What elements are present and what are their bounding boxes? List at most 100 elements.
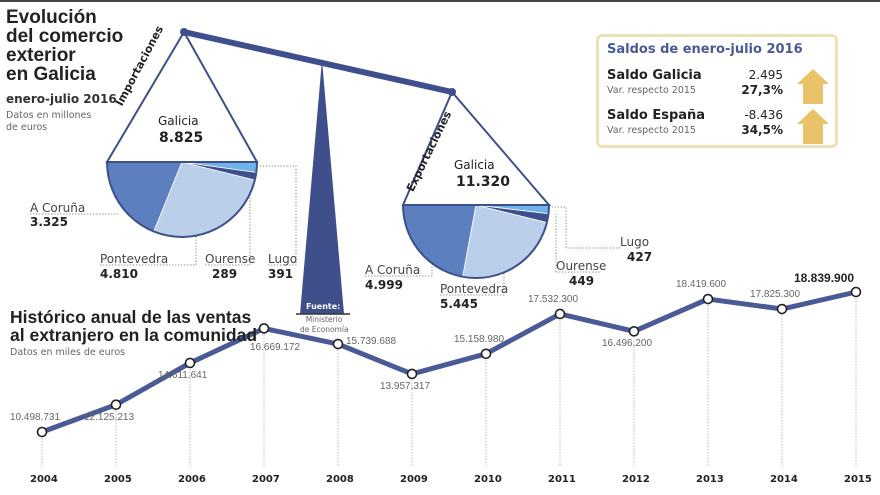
saldos-panel: Saldos de enero-julio 2016 Saldo Galicia… [596,34,838,148]
data-label: 17.825.300 [750,289,801,301]
data-label: 14.611.641 [158,369,208,381]
exports-pie-pivot [448,88,456,96]
line-chart-title: Histórico anual de las ventas al extranj… [10,308,257,344]
saldo-galicia-var-label: Var. respecto 2015 [607,85,696,96]
title-line: Histórico anual de las ventas [10,307,252,327]
x-tick-label: 2015 [844,474,872,485]
title-line: del comercio [6,26,124,47]
scale-pillar [300,60,344,314]
exports-ourense-value: 449 [569,274,595,288]
title-line: en Galicia [6,64,96,85]
data-point-2009 [406,368,418,380]
x-tick-label: 2012 [622,474,650,485]
exports-ourense-label: Ourense [556,259,607,273]
units-line: de euros [6,122,48,133]
units-line: Datos en millones [6,110,92,121]
x-tick-label: 2008 [326,474,354,485]
period: enero-julio 2016 [6,92,117,106]
imports-pontevedra-value: 4.810 [100,267,138,281]
imports-ourense-label: Ourense [205,252,256,266]
data-point-2014 [776,303,788,315]
data-label: 17.532.300 [528,293,579,305]
data-point-2013 [702,293,714,305]
exports-total: 11.320 [456,174,511,190]
main-title: Evolución del comercio exterior en Galic… [6,8,123,84]
data-label: 16.496.200 [602,338,653,350]
leader-line [552,206,620,249]
data-label: 18.419.600 [676,279,727,291]
title-line: al extranjero en la comunidad [10,325,258,345]
exports-lugo-value: 427 [627,250,653,264]
data-point-2007 [258,323,270,334]
x-tick-label: 2011 [548,474,576,485]
exports-total-label: Galicia [454,158,495,172]
data-label: 15.158.980 [454,333,505,345]
data-point-2015 [850,286,862,298]
exports-pontevedra-value: 5.445 [440,297,478,311]
saldos-title: Saldos de enero-julio 2016 [607,42,803,57]
arrow-up-icon [797,109,829,144]
imports-pie-pivot [180,28,188,36]
data-label: 18.839.900 [794,271,855,285]
x-tick-label: 2007 [252,474,280,485]
data-point-2008 [332,338,344,350]
saldo-galicia-value: 2.495 [748,68,783,82]
x-tick-label: 2013 [696,474,724,485]
data-point-2005 [110,399,122,411]
x-tick-label: 2014 [770,474,798,485]
x-tick-label: 2005 [104,474,132,485]
line-chart-subtitle: Datos en miles de euros [10,347,126,358]
exports-coruna-label: A Coruña [365,263,421,277]
exports-pie-outline [401,204,551,279]
saldo-espana-var: 34,5% [741,123,783,137]
data-label: 15.739.688 [346,336,397,348]
x-tick-label: 2006 [178,474,206,485]
source-label: Fuente: [306,302,341,311]
imports-coruna-value: 3.325 [30,215,68,229]
source-text: Ministerio de Economía [300,315,349,335]
leader-line [555,214,600,273]
leader-line [205,162,251,266]
trend-arrows [797,69,829,144]
leader-line [254,165,297,266]
arrow-up-icon [797,69,829,104]
imports-pie-outline [105,161,259,238]
data-point-2006 [184,357,196,369]
data-point-2012 [628,326,640,337]
exports-pontevedra-label: Pontevedra [440,282,509,296]
line-series [41,289,857,435]
leader-line [365,260,433,277]
data-label: 10.498.731 [10,412,61,423]
x-tick-label: 2004 [30,474,58,485]
imports-total-label: Galicia [158,114,199,128]
imports-lugo-value: 391 [268,267,294,281]
data-point-2004 [36,426,48,438]
exports-lugo-label: Lugo [620,235,650,249]
x-tick-label: 2009 [400,474,428,485]
data-label: 13.957.317 [380,380,431,392]
x-tick-label: 2010 [474,474,502,485]
leader-line [100,232,197,266]
imports-pontevedra-label: Pontevedra [100,252,169,266]
source-line: Ministerio [305,315,343,324]
data-label: 16.669.172 [250,342,301,354]
title-line: exterior [6,45,76,66]
exports-coruna-value: 4.999 [365,278,403,292]
saldo-galicia-var: 27,3% [741,83,783,97]
saldo-espana-value: -8.436 [744,108,783,122]
saldo-espana-label: Saldo España [607,108,706,123]
title-line: Evolución [6,7,97,28]
data-point-2011 [554,308,566,320]
imports-ourense-value: 289 [212,267,238,281]
saldo-espana-var-label: Var. respecto 2015 [607,125,696,136]
data-point-2010 [480,348,492,360]
units: Datos en millones de euros [6,110,91,134]
imports-coruna-label: A Coruña [30,201,86,215]
leader-line [440,264,505,296]
saldo-galicia-label: Saldo Galicia [607,68,702,83]
source-line: de Economía [300,325,349,334]
imports-total: 8.825 [159,130,204,146]
scale-beam [183,29,453,95]
